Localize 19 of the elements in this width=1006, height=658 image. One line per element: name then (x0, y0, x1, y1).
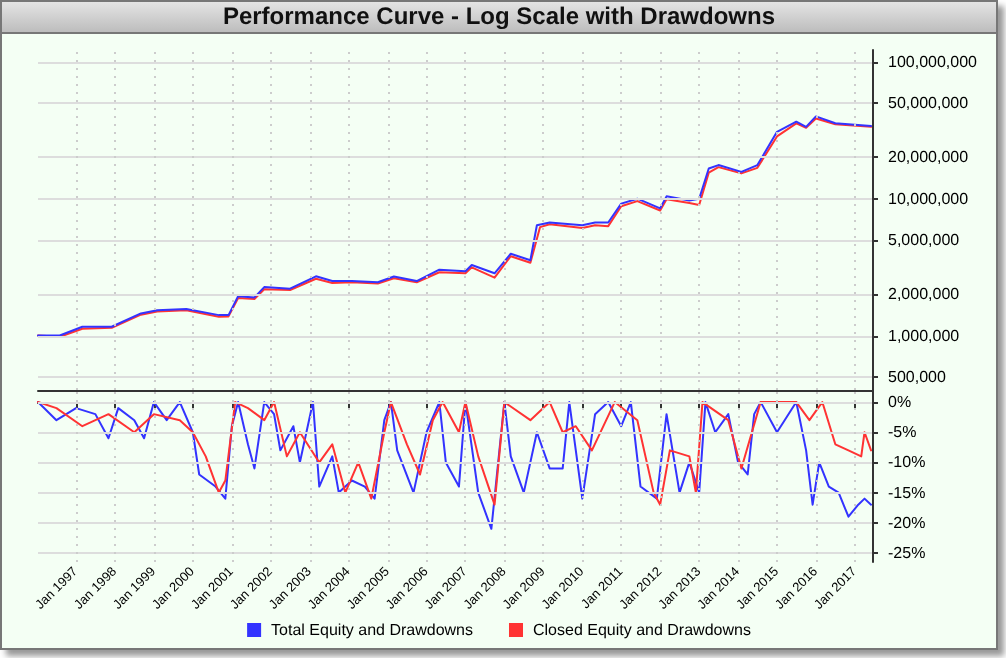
y-tick-label: -10% (888, 453, 926, 472)
line-series (37, 401, 873, 530)
legend-label: Total Equity and Drawdowns (271, 621, 474, 639)
chart-title: Performance Curve - Log Scale with Drawdowns (2, 2, 996, 34)
y-tick-label: -20% (888, 513, 926, 532)
legend-label: Closed Equity and Drawdowns (533, 621, 751, 639)
y-tick-label: 50,000,000 (888, 94, 970, 113)
y-tick-label: 2,000,000 (888, 285, 961, 304)
y-tick-label: 20,000,000 (888, 148, 970, 167)
line-series (37, 401, 873, 506)
y-tick-label: 5,000,000 (888, 230, 961, 249)
y-tick-label: -5% (888, 423, 917, 442)
y-tick-label: -15% (888, 483, 926, 502)
y-tick-label: 500,000 (888, 367, 947, 386)
y-tick-label: 0% (888, 393, 912, 412)
y-tick-label: -25% (888, 543, 926, 562)
y-tick-label: 10,000,000 (888, 189, 970, 208)
y-tick-label: 1,000,000 (888, 326, 961, 345)
y-tick-label: 100,000,000 (888, 52, 979, 71)
